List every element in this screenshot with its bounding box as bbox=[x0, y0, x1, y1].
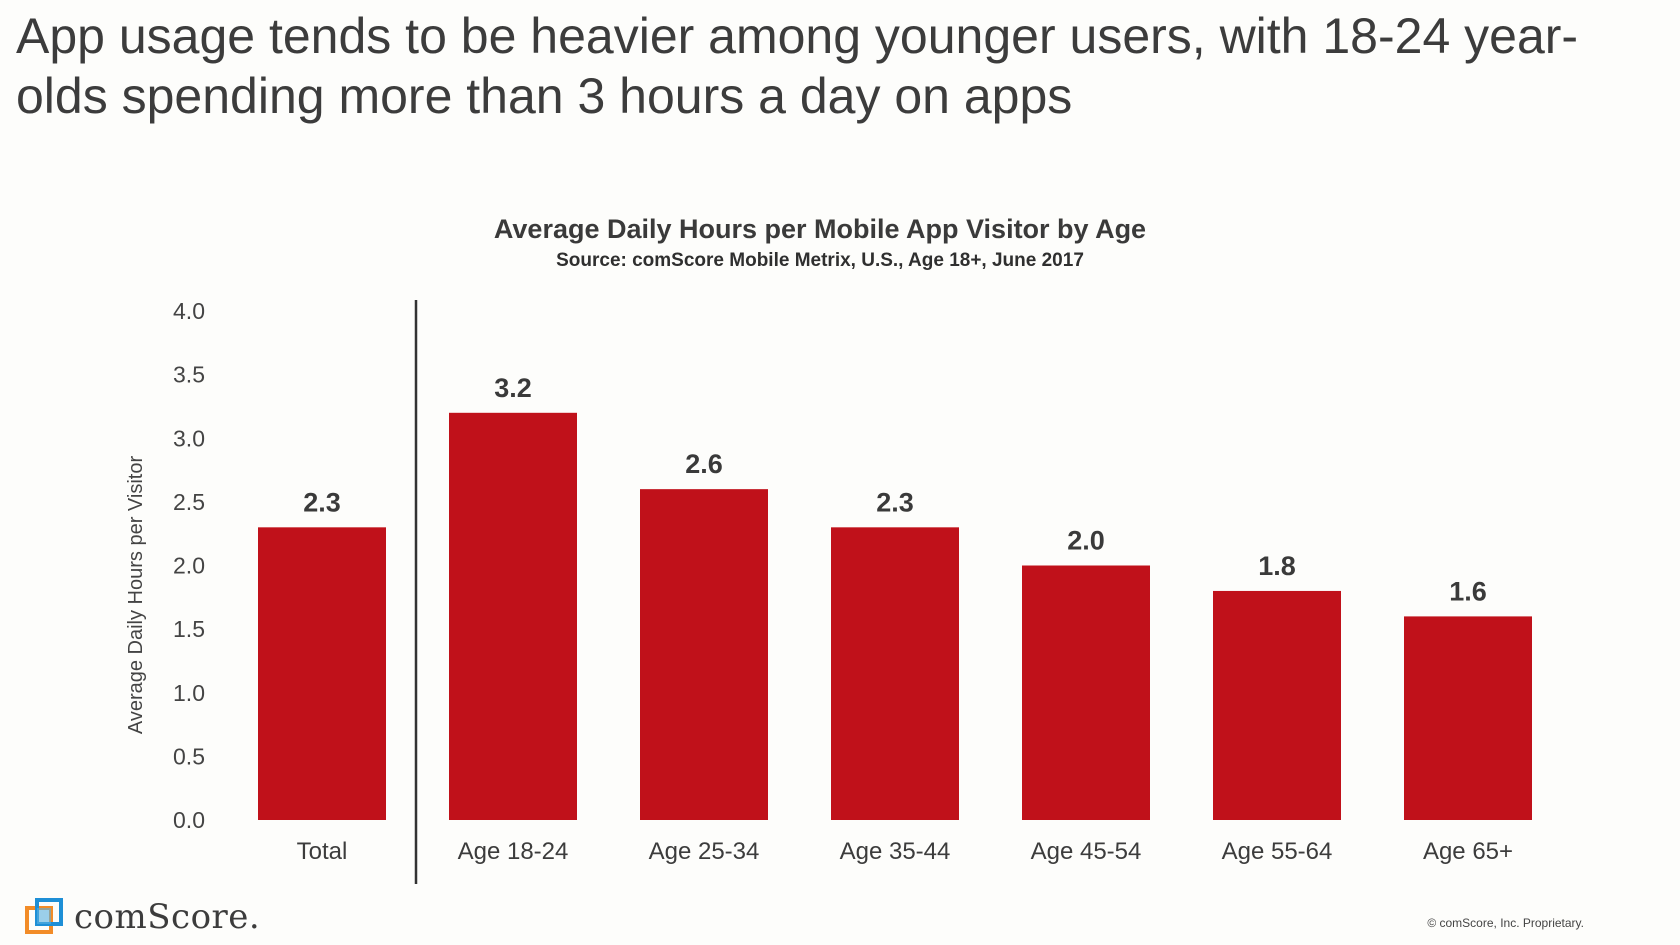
logo-text: comScore. bbox=[74, 897, 261, 937]
y-tick-label: 2.5 bbox=[173, 489, 205, 515]
bar bbox=[1404, 616, 1532, 820]
bar-value-label: 2.6 bbox=[685, 449, 723, 479]
y-tick-label: 1.0 bbox=[173, 680, 205, 706]
chart-title: Average Daily Hours per Mobile App Visit… bbox=[493, 214, 1147, 244]
chart-subtitle: Source: comScore Mobile Metrix, U.S., Ag… bbox=[556, 250, 1084, 271]
bar bbox=[1213, 590, 1341, 820]
y-tick-label: 4.0 bbox=[173, 298, 205, 324]
bar-value-label: 1.8 bbox=[1258, 551, 1296, 581]
x-tick-label: Total bbox=[297, 838, 348, 865]
footer-copyright: © comScore, Inc. Proprietary. bbox=[1427, 916, 1584, 930]
bar bbox=[258, 527, 386, 820]
x-tick-label: Age 45-54 bbox=[1031, 838, 1142, 865]
x-tick-label: Age 55-64 bbox=[1222, 838, 1333, 865]
x-tick-label: Age 18-24 bbox=[458, 838, 569, 865]
y-tick-label: 1.5 bbox=[173, 616, 205, 642]
bar-value-label: 2.3 bbox=[303, 487, 341, 517]
value-labels-group: 2.3 3.2 2.6 2.3 2.0 1.8 1.6 bbox=[303, 373, 1487, 607]
bars-group bbox=[258, 412, 1532, 820]
comscore-logo: comScore. bbox=[24, 896, 260, 938]
bar bbox=[449, 412, 577, 820]
y-axis-ticks: 0.0 0.5 1.0 1.5 2.0 2.5 3.0 3.5 4.0 bbox=[173, 298, 205, 833]
bar-value-label: 2.3 bbox=[876, 487, 914, 517]
y-tick-label: 3.5 bbox=[173, 362, 205, 388]
comscore-logo-icon bbox=[25, 898, 63, 934]
x-tick-label: Age 35-44 bbox=[840, 838, 951, 865]
bar-value-label: 3.2 bbox=[494, 373, 532, 403]
bar-value-label: 1.6 bbox=[1449, 576, 1487, 606]
y-tick-label: 3.0 bbox=[173, 425, 205, 451]
bar bbox=[831, 527, 959, 820]
x-tick-label: Age 25-34 bbox=[649, 838, 760, 865]
x-tick-label: Age 65+ bbox=[1423, 838, 1513, 865]
y-axis-label: Average Daily Hours per Visitor bbox=[125, 456, 147, 735]
bar-value-label: 2.0 bbox=[1067, 526, 1105, 556]
bar bbox=[640, 489, 768, 820]
headline: App usage tends to be heavier among youn… bbox=[16, 8, 1579, 124]
bar bbox=[1022, 565, 1150, 820]
y-tick-label: 0.5 bbox=[173, 743, 205, 769]
y-tick-label: 0.0 bbox=[173, 807, 205, 833]
x-axis-ticks: Total Age 18-24 Age 25-34 Age 35-44 Age 45-5… bbox=[297, 838, 1513, 865]
y-tick-label: 2.0 bbox=[173, 553, 205, 579]
